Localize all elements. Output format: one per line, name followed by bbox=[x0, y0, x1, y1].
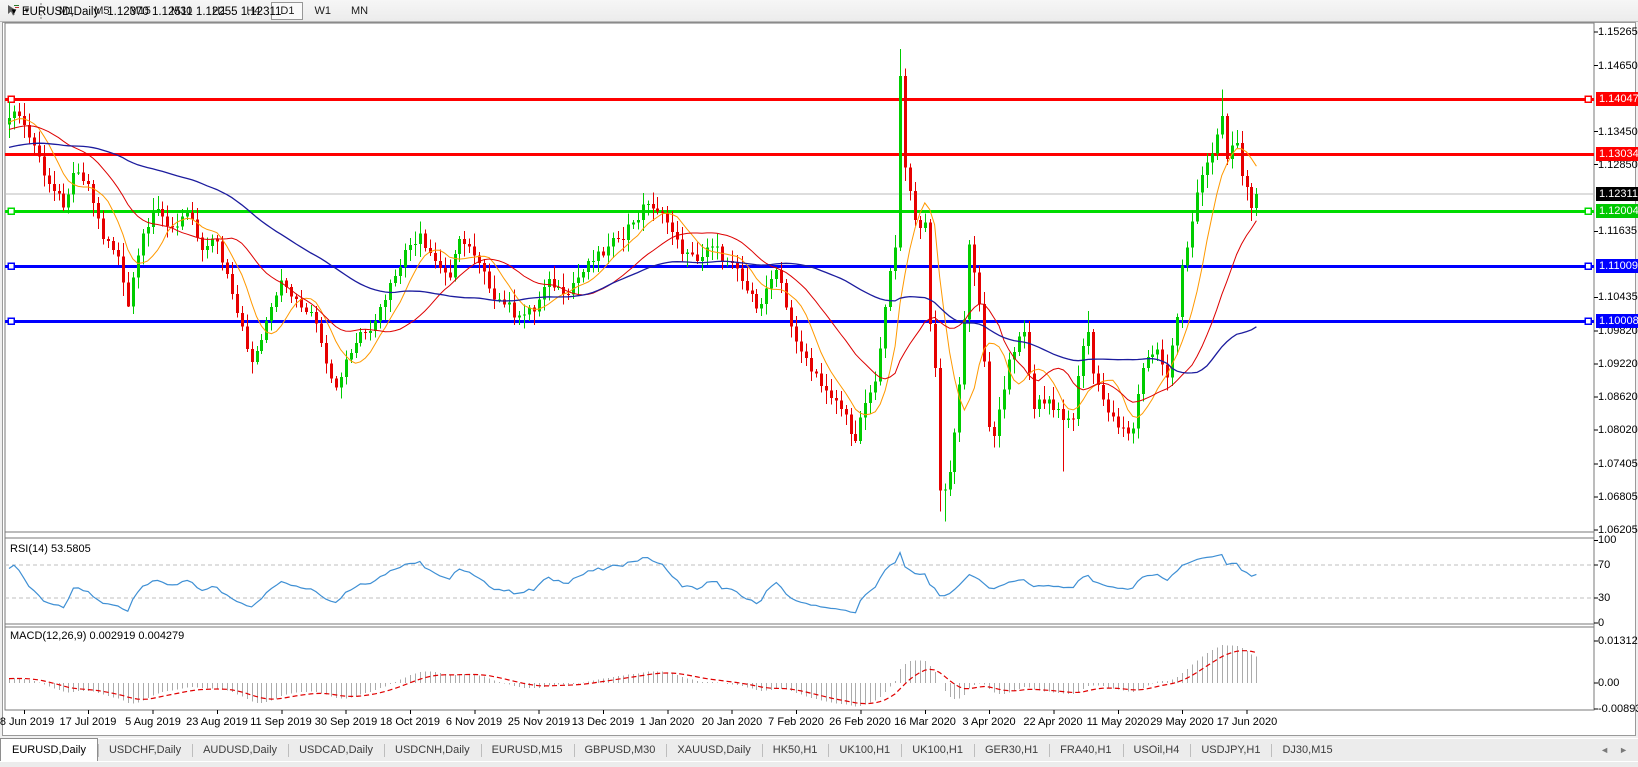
date-axis-label[interactable]: 22 Apr 2020 bbox=[1023, 716, 1083, 728]
chart-tab-ger30-h1[interactable]: GER30,H1 bbox=[973, 740, 1049, 761]
chart-tab-bar: EURUSD,Daily USDCHF,Daily AUDUSD,Daily USDC… bbox=[0, 738, 1638, 761]
rsi-axis-tick: 30 bbox=[1598, 592, 1611, 604]
price-axis-tick: 1.14650 bbox=[1598, 60, 1638, 72]
timeframe-button-h1[interactable]: H1 bbox=[212, 4, 227, 17]
timeframe-button-m15[interactable]: M15 bbox=[129, 4, 151, 17]
price-axis-tick: 1.06205 bbox=[1598, 524, 1638, 536]
chart-tab-usdcad-daily[interactable]: USDCAD,Daily bbox=[288, 740, 384, 761]
price-axis-tick: 1.09820 bbox=[1598, 325, 1638, 337]
chart-tab-hk50-h1[interactable]: HK50,H1 bbox=[761, 740, 829, 761]
chart-tab-uk100-h1[interactable]: UK100,H1 bbox=[828, 740, 901, 761]
crosshair-tool-icon bbox=[8, 5, 19, 16]
date-axis-label[interactable]: 7 Feb 2020 bbox=[768, 716, 824, 728]
date-axis-label[interactable]: 16 Mar 2020 bbox=[894, 716, 956, 728]
date-axis-label[interactable]: 11 Sep 2019 bbox=[250, 716, 312, 728]
date-axis-label[interactable]: 1 Jan 2020 bbox=[639, 716, 695, 728]
tab-scroll-arrows: ◄ ► bbox=[1600, 739, 1638, 761]
chevron-down-icon: ▼ bbox=[23, 6, 31, 15]
chart-tab-eurusd-daily[interactable]: EURUSD,Daily bbox=[0, 738, 98, 761]
date-axis-label[interactable]: 29 May 2020 bbox=[1150, 716, 1214, 728]
date-axis-label[interactable]: 13 Dec 2019 bbox=[571, 716, 635, 728]
rsi-axis-tick: 100 bbox=[1598, 534, 1617, 546]
chart-tab-usoil-h4[interactable]: USOil,H4 bbox=[1122, 740, 1191, 761]
timeframe-button-m1[interactable]: M1 bbox=[58, 4, 75, 17]
price-axis-tick: 1.12850 bbox=[1598, 159, 1638, 171]
price-axis-tick: 1.10435 bbox=[1598, 291, 1638, 303]
date-axis-label[interactable]: 11 May 2020 bbox=[1086, 716, 1150, 728]
chart-tab-fra40-h1[interactable]: FRA40,H1 bbox=[1049, 740, 1122, 761]
ohlc-values: 1.12370 1.12511 1.12255 1.12311 bbox=[107, 6, 282, 18]
price-axis-tick: 1.09220 bbox=[1598, 358, 1638, 370]
chart-tab-dj30-m15[interactable]: DJ30,M15 bbox=[1271, 740, 1343, 761]
macd-axis-tick: 0.013121 bbox=[1598, 635, 1638, 647]
timeframe-toolbar: ▼ M1 M5 M15 M30 H1 H4 D1 W1 MN bbox=[0, 0, 1638, 22]
hline-price-badge: 1.10008 bbox=[1596, 314, 1638, 328]
chart-tab-audusd-daily[interactable]: AUDUSD,Daily bbox=[192, 740, 288, 761]
tab-scroll-left-icon[interactable]: ◄ bbox=[1600, 745, 1610, 755]
chart-tab-gbpusd-m30[interactable]: GBPUSD,M30 bbox=[573, 740, 667, 761]
date-axis-label[interactable]: 3 Apr 2020 bbox=[962, 716, 1016, 728]
chart-tab-usdjpy-h1[interactable]: USDJPY,H1 bbox=[1190, 740, 1271, 761]
rsi-axis-tick: 0 bbox=[1598, 617, 1605, 629]
rsi-axis-tick: 70 bbox=[1598, 559, 1611, 571]
price-axis-tick: 1.11635 bbox=[1598, 225, 1637, 237]
macd-axis-tick: 0.00 bbox=[1598, 677, 1620, 689]
toolbar-gripper[interactable] bbox=[39, 2, 45, 19]
chart-title: ▼ EURUSD,Daily 1.12370 1.12511 1.12255 1.1… bbox=[10, 6, 281, 18]
hline-price-badge: 1.14047 bbox=[1596, 92, 1638, 106]
timeframe-button-d1[interactable]: D1 bbox=[271, 1, 304, 20]
hline-price-badge: 1.12004 bbox=[1596, 204, 1638, 218]
current-price-badge: 1.12311 bbox=[1596, 187, 1638, 201]
timeframe-button-w1[interactable]: W1 bbox=[314, 4, 331, 17]
macd-indicator-label: MACD(12,26,9) 0.002919 0.004279 bbox=[10, 630, 185, 642]
price-axis-tick: 1.13450 bbox=[1598, 126, 1638, 138]
symbol-timeframe-label: EURUSD,Daily bbox=[21, 6, 100, 18]
price-axis-tick: 1.07405 bbox=[1598, 458, 1638, 470]
macd-axis-tick: -0.008933 bbox=[1598, 703, 1638, 715]
hline-price-badge: 1.11009 bbox=[1596, 259, 1638, 273]
date-axis-label[interactable]: 20 Jan 2020 bbox=[701, 716, 763, 728]
date-axis-label[interactable]: 30 Sep 2019 bbox=[314, 716, 378, 728]
timeframe-buttons: M1 M5 M15 M30 H1 H4 D1 W1 MN bbox=[49, 0, 378, 21]
date-axis-label[interactable]: 17 Jun 2020 bbox=[1216, 716, 1278, 728]
date-axis-label[interactable]: 25 Nov 2019 bbox=[507, 716, 571, 728]
hline-price-badge: 1.13034 bbox=[1596, 147, 1638, 161]
date-axis-label[interactable]: 18 Oct 2019 bbox=[380, 716, 440, 728]
chart-tab-usdchf-daily[interactable]: USDCHF,Daily bbox=[97, 740, 192, 761]
price-axis-tick: 1.08020 bbox=[1598, 424, 1638, 436]
date-axis-label[interactable]: 5 Aug 2019 bbox=[125, 716, 181, 728]
tab-scroll-right-icon[interactable]: ► bbox=[1619, 745, 1628, 755]
cursor-tool-button[interactable]: ▼ bbox=[0, 0, 36, 21]
chart-subwindow[interactable] bbox=[2, 22, 1636, 736]
timeframe-button-m5[interactable]: M5 bbox=[94, 4, 110, 17]
timeframe-button-m30[interactable]: M30 bbox=[170, 4, 193, 17]
chart-tab-eurusd-m15[interactable]: EURUSD,M15 bbox=[480, 740, 574, 761]
price-axis-tick: 1.08620 bbox=[1598, 391, 1638, 403]
date-axis-label[interactable]: 6 Nov 2019 bbox=[445, 716, 503, 728]
status-bar bbox=[0, 761, 1638, 767]
chart-tab-uk100-h1[interactable]: UK100,H1 bbox=[901, 740, 974, 761]
rsi-indicator-label: RSI(14) 53.5805 bbox=[10, 543, 91, 555]
timeframe-button-h4[interactable]: H4 bbox=[246, 4, 261, 17]
date-axis-label[interactable]: 23 Aug 2019 bbox=[186, 716, 248, 728]
price-axis-tick: 1.15265 bbox=[1598, 26, 1638, 38]
chart-tab-xauusd-daily[interactable]: XAUUSD,Daily bbox=[666, 740, 761, 761]
chart-tab-usdcnh-daily[interactable]: USDCNH,Daily bbox=[384, 740, 481, 761]
date-axis-label[interactable]: 26 Feb 2020 bbox=[829, 716, 891, 728]
date-axis-label[interactable]: 28 Jun 2019 bbox=[0, 716, 55, 728]
timeframe-button-mn[interactable]: MN bbox=[350, 4, 369, 17]
price-axis-tick: 1.06805 bbox=[1598, 491, 1638, 503]
title-dropdown-icon[interactable]: ▼ bbox=[10, 7, 18, 16]
date-axis-label[interactable]: 17 Jul 2019 bbox=[59, 716, 117, 728]
